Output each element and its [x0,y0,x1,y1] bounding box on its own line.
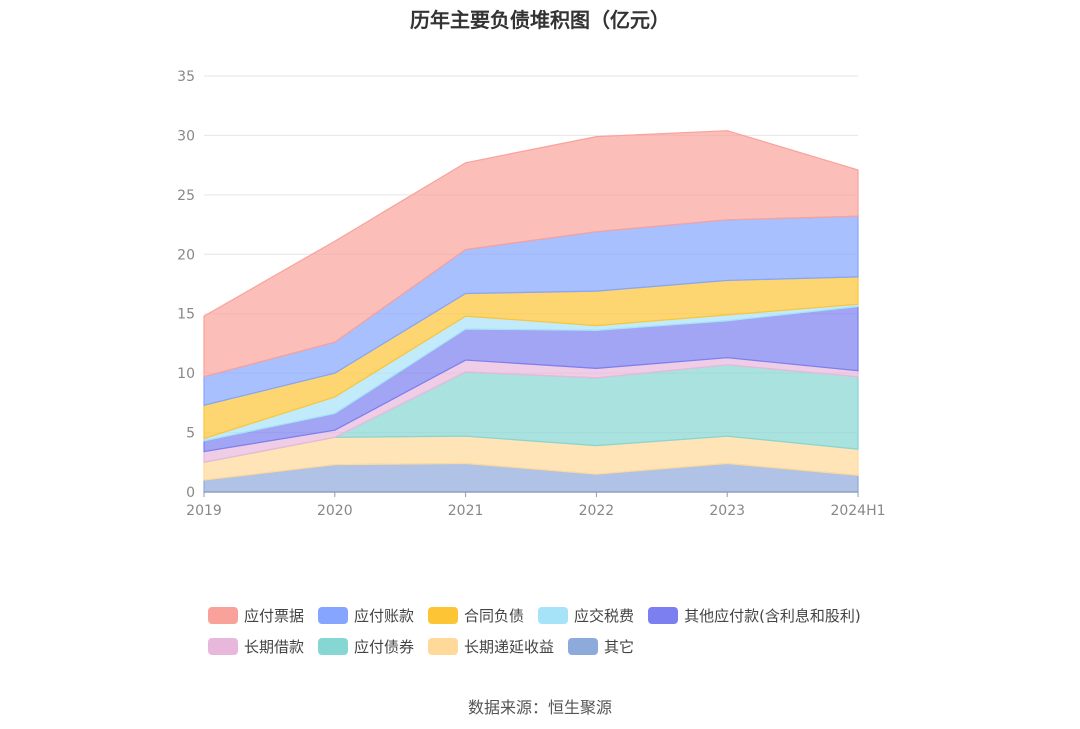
legend-label: 长期递延收益 [464,638,555,656]
legend-item[interactable]: 应付债券 [318,636,414,657]
legend-swatch [428,607,459,624]
area-series-8 [203,130,859,378]
legend-item[interactable]: 应付票据 [208,605,304,626]
legend-swatch [208,607,238,624]
legend-label: 应付债券 [354,638,415,656]
legend-row: 长期借款 应付债券 长期递延收益 其它 [208,631,908,662]
area-layer [203,130,859,493]
legend-swatch [648,607,679,624]
legend-swatch [318,638,349,655]
legend-label: 长期借款 [244,638,305,656]
legend-swatch [568,638,599,655]
chart-title: 历年主要负债堆积图（亿元） [410,8,670,32]
y-tick-label: 15 [177,307,195,323]
legend-label: 其他应付款(含利息和股利) [684,607,861,625]
y-tick-label: 25 [177,188,195,204]
y-tick-label: 10 [177,366,195,382]
x-tick-label: 2023 [709,503,745,519]
legend-item[interactable]: 应交税费 [538,605,634,626]
legend-label: 其它 [604,638,635,656]
y-tick-label: 0 [186,485,195,501]
legend-swatch [208,638,238,655]
legend-label: 应付票据 [244,607,305,625]
legend-item[interactable]: 其他应付款(含利息和股利) [648,605,861,626]
legend-swatch [428,638,459,655]
x-tick-label: 2024H1 [830,503,885,519]
axis-layer: 0 5 10 15 20 25 30 35 2019 2020 2021 2022 2023 2024H1 [177,69,885,519]
legend-label: 应交税费 [574,607,635,625]
legend-item[interactable]: 长期借款 [208,636,304,657]
y-tick-label: 35 [177,69,195,85]
legend-swatch [538,607,569,624]
x-tick-label: 2022 [579,503,615,519]
legend-item[interactable]: 合同负债 [428,605,524,626]
legend-item[interactable]: 长期递延收益 [428,636,554,657]
legend-label: 合同负债 [464,607,525,625]
y-tick-label: 5 [186,426,195,442]
legend: 应付票据 应付账款 合同负债 应交税费 其他应付款(含利息和股利) 长期借款 应付债券 长期递… [208,600,908,662]
legend-item[interactable]: 应付账款 [318,605,414,626]
x-tick-label: 2021 [448,503,484,519]
legend-label: 应付账款 [354,607,415,625]
x-tick-label: 2019 [186,503,222,519]
legend-row: 应付票据 应付账款 合同负债 应交税费 其他应付款(含利息和股利) [208,600,908,631]
y-tick-label: 30 [177,128,195,144]
x-tick-label: 2020 [317,503,353,519]
legend-item[interactable]: 其它 [568,636,634,657]
data-source: 数据来源：恒生聚源 [467,698,612,717]
y-tick-label: 20 [177,247,195,263]
legend-swatch [318,607,349,624]
